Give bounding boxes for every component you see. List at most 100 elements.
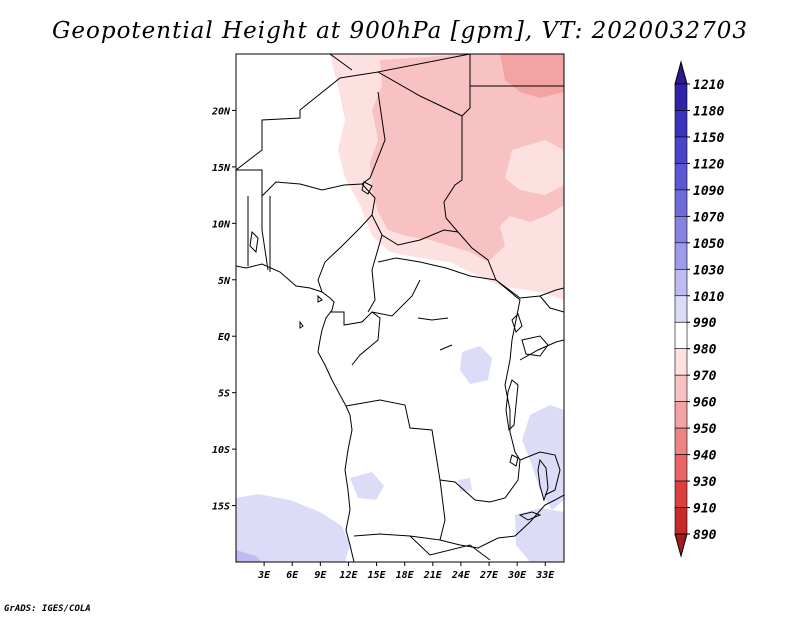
field-1010-1030-zambia — [458, 478, 472, 492]
colorbar: 1210 1180 1150 1120 1090 1070 1050 1030 1010 990 9… — [674, 60, 724, 558]
colorbar-label: 1010 — [693, 290, 724, 305]
colorbar-label: 1090 — [693, 184, 724, 199]
field-1010-1030-east — [460, 346, 492, 384]
colorbar-label: 1150 — [693, 131, 724, 146]
colorbar-label: 970 — [693, 369, 717, 384]
lat-tick-label: 20N — [211, 106, 231, 117]
lon-tick-label: 3E — [257, 570, 271, 581]
border-libya-chad — [377, 54, 471, 73]
river-congo — [417, 317, 453, 351]
lake-mweru — [509, 454, 519, 467]
border-congo-drc — [371, 279, 421, 317]
border-mozambique — [529, 494, 564, 523]
lon-tick-label: 27E — [479, 570, 499, 581]
lake-victoria — [521, 335, 549, 357]
field-1010-1030-southwest — [236, 494, 350, 562]
lat-tick-label: 5N — [218, 276, 231, 287]
longitude-axis: 3E 6E 9E 12E 15E 18E 21E 24E 27E 30E 33E — [257, 562, 555, 581]
colorbar-label: 950 — [693, 422, 717, 437]
colorbar-segment — [674, 83, 688, 111]
field-960-970 — [500, 54, 564, 98]
lake-albert — [511, 313, 523, 333]
latitude-axis: 20N 15N 10N 5N EQ 5S 10S 15S — [211, 106, 236, 513]
lat-tick-label: 10N — [212, 219, 231, 230]
border-nigeria-cameroon — [317, 183, 376, 293]
lat-tick-label: 15S — [212, 502, 230, 513]
border-car-sudan — [457, 231, 497, 281]
colorbar-segment — [674, 242, 688, 270]
field-970-980 — [370, 54, 564, 262]
colorbar-label: 890 — [693, 528, 717, 543]
lon-tick-label: 24E — [451, 570, 471, 581]
lake-chad — [361, 181, 373, 195]
sao-tome — [299, 320, 304, 329]
colorbar-segment — [674, 321, 688, 350]
colorbar-segment — [674, 401, 688, 429]
colorbar-top-triangle — [674, 60, 688, 85]
lon-tick-label: 6E — [286, 570, 299, 581]
border-car-south — [377, 257, 497, 281]
border-drc-east — [439, 279, 521, 503]
border-mauritania-mali — [236, 54, 301, 171]
colorbar-label: 1120 — [693, 157, 724, 172]
colorbar-segment — [674, 374, 688, 402]
colorbar-label: 940 — [693, 449, 717, 464]
colorbar-label: 1050 — [693, 237, 724, 252]
colorbar-label: 980 — [693, 343, 717, 358]
border-chad-sudan — [443, 116, 463, 233]
border-tanzania — [519, 451, 561, 496]
colorbar-segment — [674, 189, 688, 217]
lon-tick-label: 15E — [368, 570, 387, 581]
colorbar-label: 910 — [693, 502, 717, 517]
map-title: Geopotential Height at 900hPa [gpm], VT:… — [52, 18, 748, 44]
map-frame — [235, 53, 565, 563]
lon-tick-label: 30E — [507, 570, 527, 581]
colorbar-segment — [674, 454, 688, 482]
field-1010-1030-angola — [350, 472, 384, 500]
field-980-990-inner — [505, 140, 564, 195]
colorbar-label: 1210 — [693, 78, 724, 93]
colorbar-segment — [674, 348, 688, 376]
border-angola-namibia — [353, 479, 446, 541]
coastline-west-africa — [236, 263, 355, 562]
border-niger-chad — [361, 91, 386, 185]
colorbar-segment — [674, 507, 688, 535]
colorbar-label: 930 — [693, 475, 717, 490]
border-algeria-libya — [329, 54, 353, 71]
field-1010-1030-tanganyika — [522, 405, 564, 510]
border-mali-burkina — [236, 169, 263, 196]
border-sudan-egypt-east — [461, 86, 471, 117]
grads-credit: GrADS: IGES/COLA — [4, 604, 91, 614]
lat-tick-label: 10S — [212, 445, 230, 456]
border-south-africa — [409, 535, 491, 561]
field-1030-1050-corner — [236, 550, 262, 562]
colorbar-label: 1180 — [693, 104, 724, 119]
colorbar-segment — [674, 295, 688, 323]
border-zambia-south — [439, 521, 531, 549]
border-ethiopia — [539, 295, 564, 313]
border-cameroon-car — [367, 234, 383, 313]
border-cameroon-chad — [371, 214, 459, 246]
lake-kariba — [518, 511, 542, 521]
colorbar-segment — [674, 216, 688, 244]
colorbar-segment — [674, 136, 688, 164]
colorbar-label: 990 — [693, 316, 717, 331]
lon-tick-label: 18E — [396, 570, 415, 581]
colorbar-label: 960 — [693, 396, 717, 411]
colorbar-segment — [674, 268, 688, 297]
country-borders — [236, 54, 564, 562]
lon-tick-label: 9E — [314, 570, 327, 581]
colorbar-segment — [674, 427, 688, 455]
colorbar-bottom-triangle — [674, 533, 688, 558]
lake-volta — [249, 230, 259, 254]
field-1010-1030-malawi — [515, 508, 564, 562]
colorbar-label: 1070 — [693, 210, 724, 225]
colorbar-label: 1030 — [693, 263, 724, 278]
border-drc-angola — [345, 399, 441, 481]
lake-malawi — [537, 458, 549, 502]
colorbar-segment — [674, 480, 688, 508]
lon-tick-label: 12E — [339, 570, 358, 581]
colorbar-segment — [674, 163, 688, 191]
border-niger-nigeria — [261, 181, 363, 197]
